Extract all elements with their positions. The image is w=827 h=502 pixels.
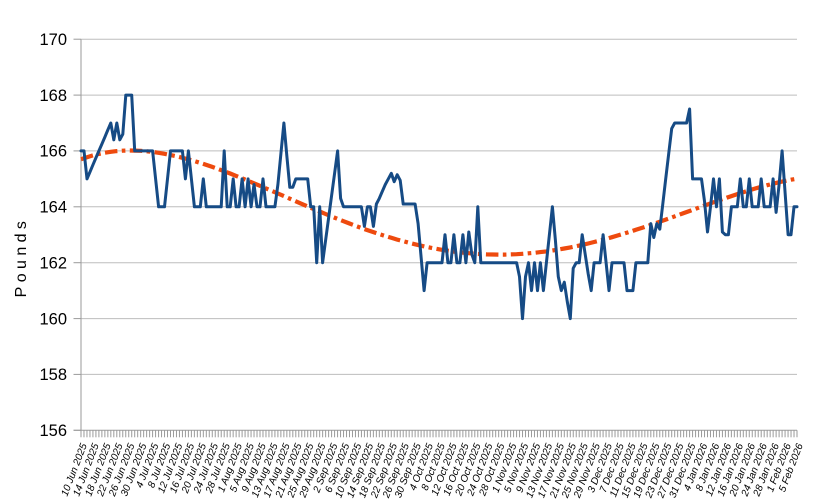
svg-text:158: 158 <box>39 366 67 384</box>
svg-text:164: 164 <box>39 199 67 217</box>
svg-text:162: 162 <box>39 255 67 273</box>
svg-text:Pounds: Pounds <box>13 217 30 298</box>
svg-text:168: 168 <box>39 87 67 105</box>
svg-text:156: 156 <box>39 422 67 440</box>
svg-text:160: 160 <box>39 310 67 328</box>
svg-text:166: 166 <box>39 143 67 161</box>
svg-text:170: 170 <box>39 31 67 49</box>
